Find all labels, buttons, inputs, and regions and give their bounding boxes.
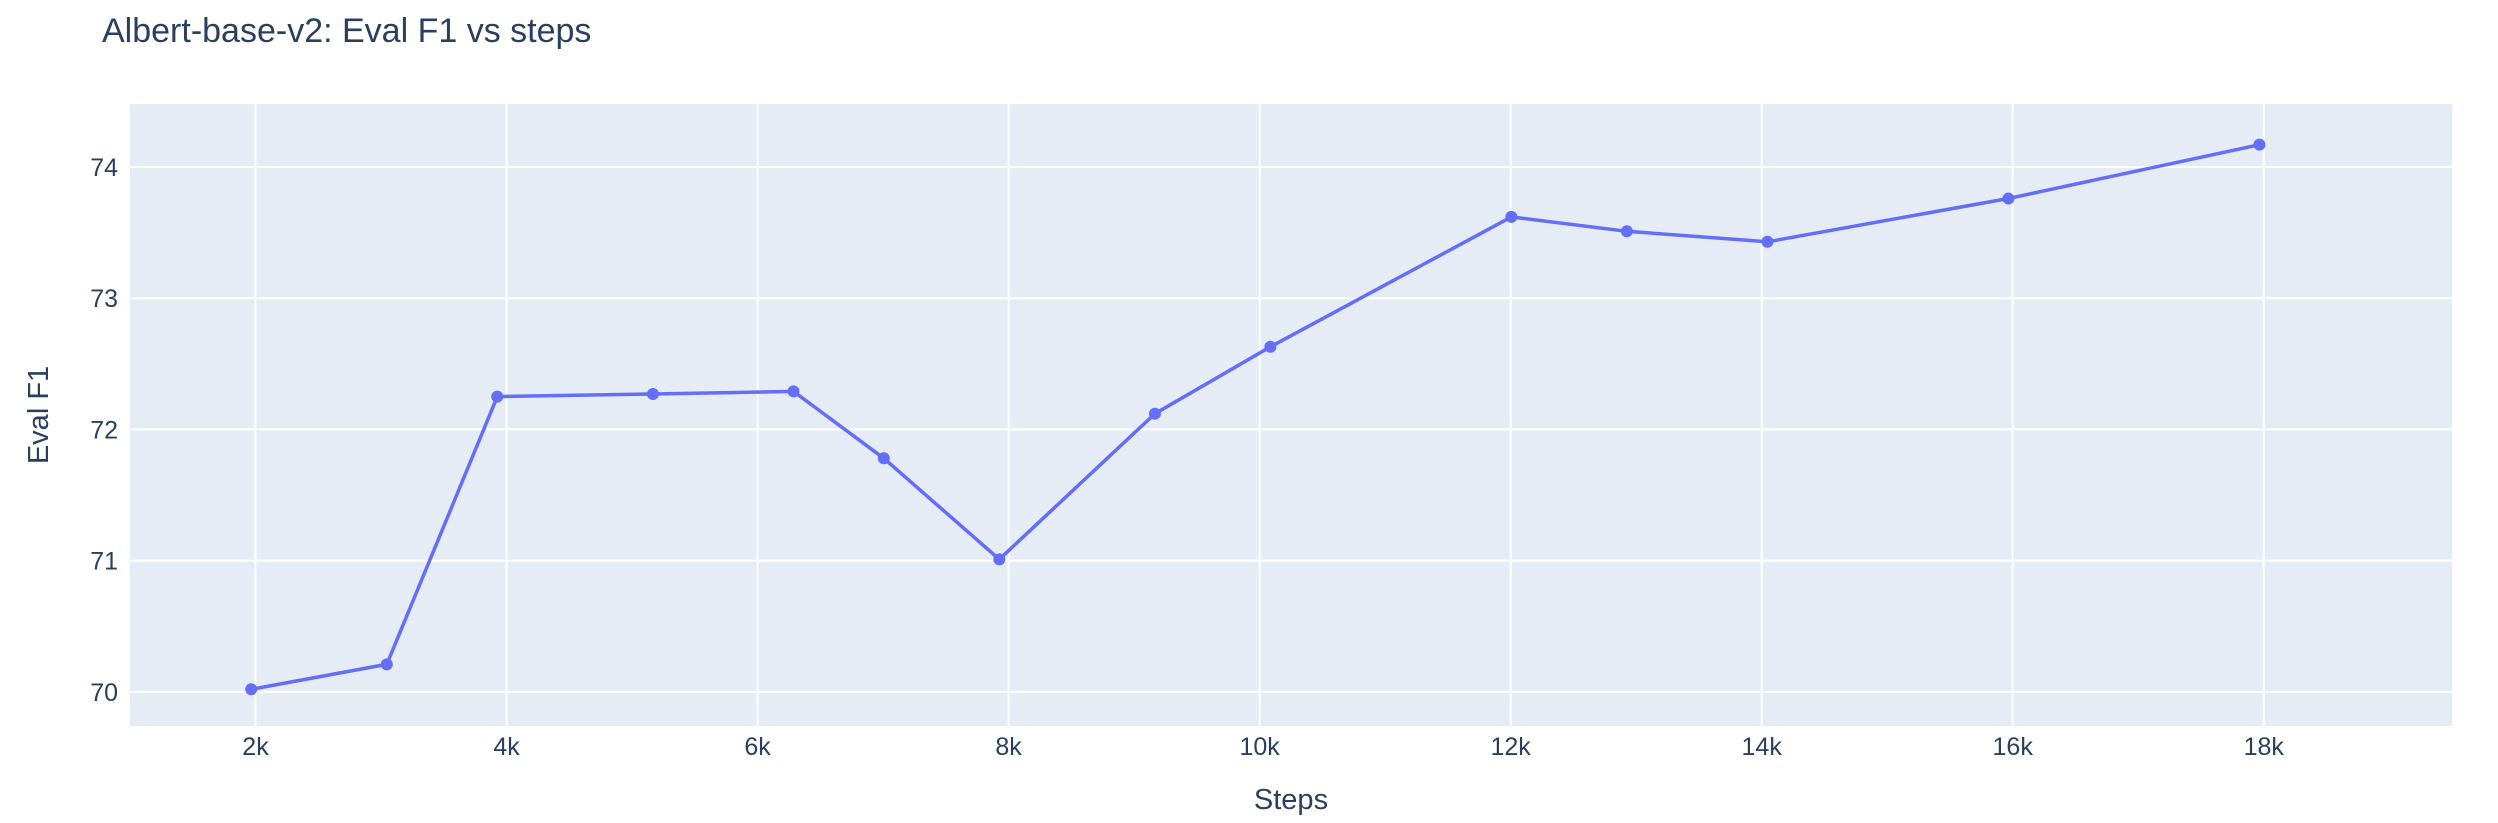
x-tick-label: 16k bbox=[1993, 733, 2034, 761]
series-points bbox=[245, 138, 2266, 696]
data-point[interactable] bbox=[1505, 210, 1518, 223]
x-tick-label: 4k bbox=[493, 733, 520, 761]
data-point[interactable] bbox=[491, 390, 504, 403]
y-gridlines bbox=[130, 165, 2452, 693]
data-point[interactable] bbox=[245, 683, 258, 696]
x-tick-label: 14k bbox=[1742, 733, 1783, 761]
y-tick-label: 74 bbox=[90, 154, 118, 182]
data-point[interactable] bbox=[993, 553, 1006, 566]
data-point[interactable] bbox=[1148, 407, 1161, 420]
x-tick-label: 10k bbox=[1239, 733, 1280, 761]
data-point[interactable] bbox=[2002, 192, 2015, 205]
x-tick-label: 18k bbox=[2244, 733, 2285, 761]
y-tick-label: 71 bbox=[90, 548, 118, 576]
data-point[interactable] bbox=[1620, 225, 1633, 238]
data-point[interactable] bbox=[2253, 138, 2266, 151]
data-point[interactable] bbox=[1264, 340, 1277, 353]
x-gridlines bbox=[254, 104, 2265, 726]
chart-title: Albert-base-v2: Eval F1 vs steps bbox=[102, 12, 591, 50]
data-point[interactable] bbox=[1761, 235, 1774, 248]
data-point[interactable] bbox=[877, 452, 890, 465]
y-tick-label: 70 bbox=[90, 679, 118, 707]
x-tick-label: 6k bbox=[744, 733, 771, 761]
x-tick-label: 8k bbox=[995, 733, 1022, 761]
y-tick-label: 72 bbox=[90, 416, 118, 444]
series-lines bbox=[249, 142, 2262, 692]
plot-area bbox=[130, 104, 2452, 726]
y-tick-labels: 70 71 72 73 74 bbox=[90, 154, 118, 707]
y-axis-title: Eval F1 bbox=[23, 366, 55, 464]
x-tick-label: 2k bbox=[242, 733, 269, 761]
x-axis-title: Steps bbox=[1254, 784, 1328, 816]
data-point[interactable] bbox=[787, 385, 800, 398]
series-line bbox=[249, 142, 2262, 692]
y-tick-label: 73 bbox=[90, 285, 118, 313]
x-tick-labels: 2k 4k 6k 8k 10k 12k 14k 16k 18k bbox=[242, 733, 2284, 761]
data-point[interactable] bbox=[380, 658, 393, 671]
data-point[interactable] bbox=[646, 388, 659, 401]
x-tick-label: 12k bbox=[1490, 733, 1531, 761]
